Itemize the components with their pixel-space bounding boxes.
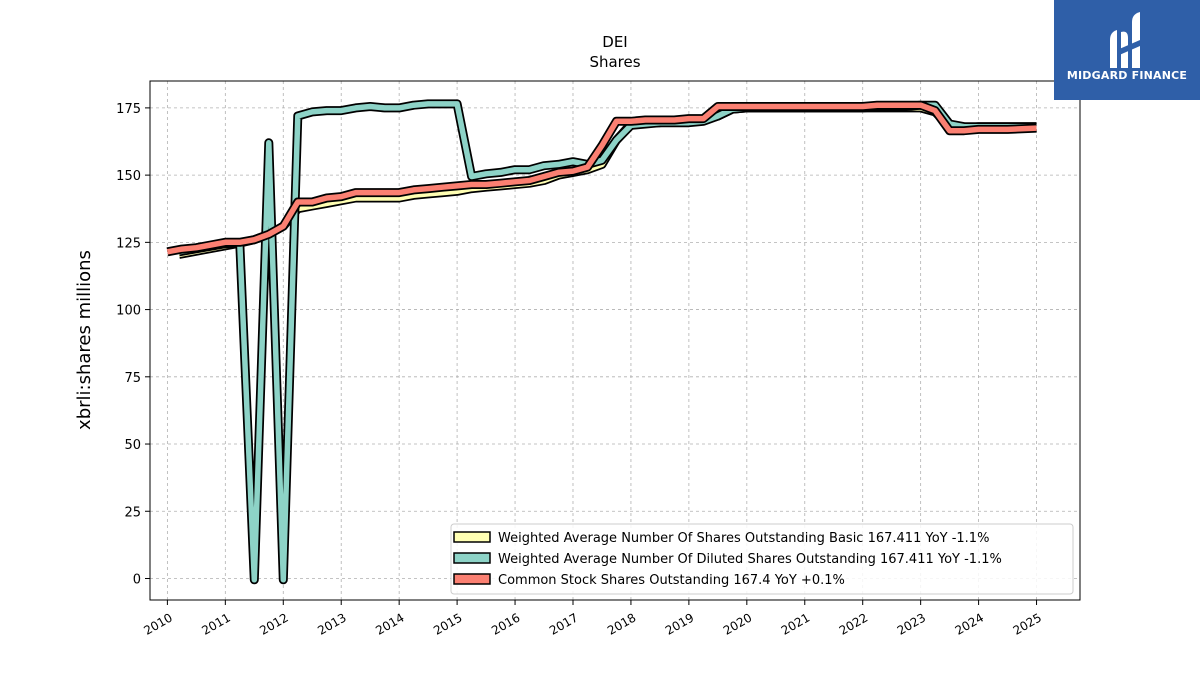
series-layer — [166, 99, 1037, 585]
legend-label-3: Common Stock Shares Outstanding 167.4 Yo… — [498, 573, 845, 588]
y-tick-label: 100 — [116, 304, 141, 319]
logo-text: MIDGARD FINANCE — [1066, 69, 1188, 82]
legend: Weighted Average Number Of Shares Outsta… — [450, 523, 1074, 595]
x-tick-label: 2022 — [837, 610, 870, 637]
y-tick-label: 150 — [116, 169, 141, 184]
legend-label-1: Weighted Average Number Of Shares Outsta… — [498, 531, 989, 546]
x-tick-label: 2017 — [547, 610, 580, 637]
chart-subtitle: Shares — [589, 53, 640, 71]
x-tick-label: 2023 — [895, 610, 928, 637]
x-tick-label: 2021 — [779, 610, 812, 637]
x-tick-label: 2012 — [257, 610, 290, 637]
legend-box — [450, 523, 1074, 595]
y-axis: 0 25 50 75 100 125 150 175 — [116, 102, 150, 587]
y-tick-label: 75 — [124, 371, 141, 386]
y-axis-label: xbrli:shares millions — [74, 250, 95, 430]
x-tick-label: 2014 — [373, 610, 406, 637]
y-tick-label: 175 — [116, 102, 141, 117]
x-tick-label: 2025 — [1011, 610, 1044, 637]
x-tick-label: 2015 — [431, 610, 464, 637]
x-tick-label: 2013 — [315, 610, 348, 637]
x-tick-label: 2011 — [199, 610, 232, 637]
x-tick-label: 2016 — [489, 610, 522, 637]
y-tick-label: 25 — [124, 505, 141, 520]
legend-swatch-3 — [453, 573, 491, 585]
x-tick-label: 2019 — [663, 610, 696, 637]
chart-title: DEI — [602, 33, 627, 51]
legend-swatch-1 — [453, 531, 491, 543]
series-line-3 — [166, 102, 1037, 255]
logo-mark-icon — [1110, 12, 1140, 69]
y-tick-label: 0 — [133, 572, 141, 587]
y-tick-label: 50 — [124, 438, 141, 453]
x-tick-label: 2010 — [141, 610, 174, 637]
x-tick-label: 2024 — [953, 610, 986, 637]
plot-area-frame — [149, 80, 1081, 601]
legend-label-2: Weighted Average Number Of Diluted Share… — [498, 552, 1002, 567]
brand-logo: MIDGARD FINANCE — [1054, 0, 1200, 100]
legend-swatch-2 — [453, 552, 491, 564]
x-axis: 2010 2011 2012 2013 2014 2015 2016 2017 2018 2019… — [141, 600, 1044, 638]
y-tick-label: 125 — [116, 236, 141, 251]
x-tick-label: 2018 — [605, 610, 638, 637]
x-tick-label: 2020 — [721, 610, 754, 637]
